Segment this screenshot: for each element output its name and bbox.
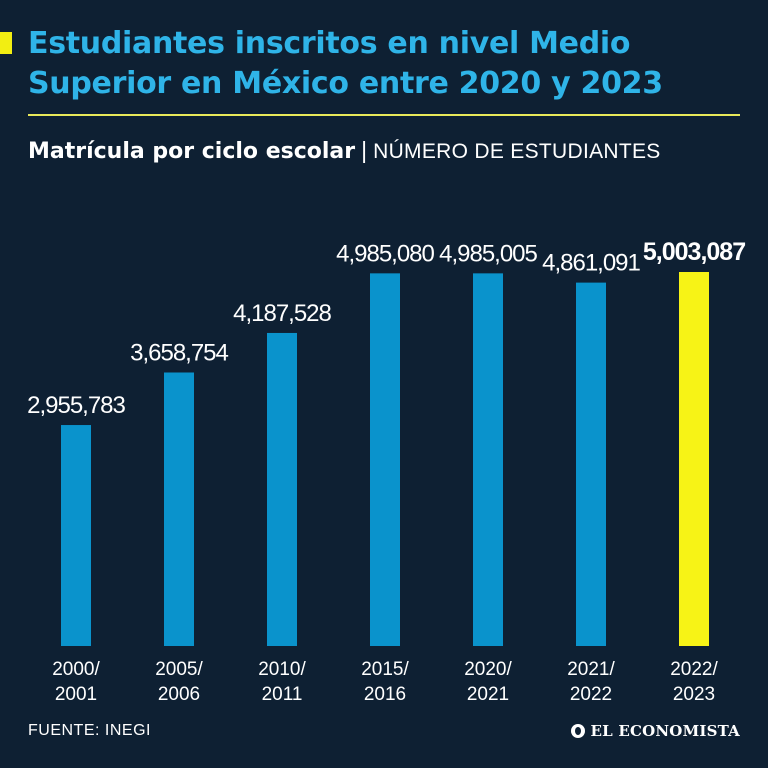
data-label-2: 4,187,528 [233, 300, 331, 327]
data-label-6: 5,003,087 [643, 238, 745, 266]
logo-icon [570, 724, 585, 738]
tick-label-5-0: 2021/ [567, 659, 615, 680]
page-title: Estudiantes inscritos en nivel Medio Sup… [28, 24, 748, 104]
data-label-4: 4,985,005 [439, 240, 537, 267]
tick-label-4-0: 2020/ [464, 659, 512, 680]
chart-subtitle: Matrícula por ciclo escolar | NÚMERO DE ES… [28, 134, 661, 168]
bar-0 [61, 425, 91, 646]
logo-text: EL ECONOMISTA [590, 722, 740, 740]
subtitle-separator: | [361, 137, 368, 163]
bar-1 [164, 372, 194, 646]
tick-label-1-0: 2005/ [155, 659, 203, 680]
tick-label-0-0: 2000/ [52, 659, 100, 680]
bar-6 [679, 272, 709, 646]
data-label-1: 3,658,754 [130, 339, 228, 366]
subtitle-strong: Matrícula por ciclo escolar [28, 139, 356, 164]
bar-2 [267, 332, 297, 646]
subtitle-units: NÚMERO DE ESTUDIANTES [373, 140, 661, 163]
tick-label-5-1: 2022 [570, 684, 612, 705]
publisher-logo: EL ECONOMISTA [570, 722, 740, 740]
title-divider [28, 114, 740, 116]
bar-3 [370, 273, 400, 646]
tick-label-2-0: 2010/ [258, 659, 306, 680]
bar-4 [473, 273, 503, 646]
data-label-5: 4,861,091 [542, 250, 640, 277]
tick-label-3-0: 2015/ [361, 659, 409, 680]
accent-square [0, 32, 12, 54]
source-note: FUENTE: INEGI [28, 722, 151, 739]
tick-label-6-0: 2022/ [670, 659, 718, 680]
tick-label-3-1: 2016 [364, 684, 406, 705]
bar-5 [576, 282, 606, 646]
title-line-2: Superior en México entre 2020 y 2023 [28, 66, 663, 101]
tick-label-4-1: 2021 [467, 684, 509, 705]
data-label-0: 2,955,783 [27, 392, 125, 419]
tick-label-0-1: 2001 [55, 684, 97, 705]
title-line-1: Estudiantes inscritos en nivel Medio [28, 26, 631, 61]
data-label-3: 4,985,080 [336, 240, 434, 267]
tick-label-2-1: 2011 [262, 684, 303, 705]
tick-label-1-1: 2006 [158, 684, 200, 705]
tick-label-6-1: 2023 [673, 684, 715, 705]
